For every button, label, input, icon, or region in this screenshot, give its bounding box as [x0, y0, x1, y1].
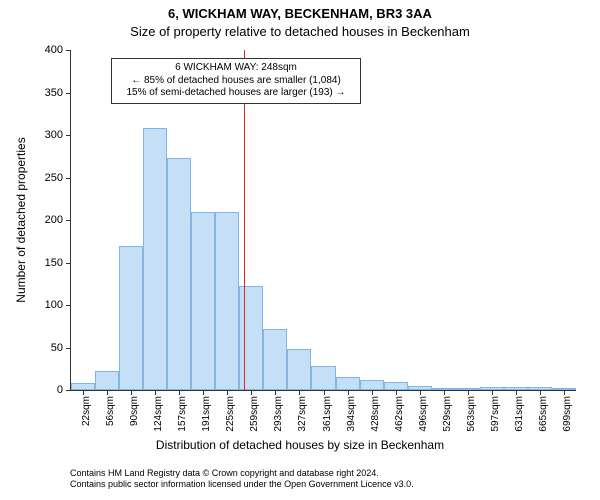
y-tick-label: 400	[45, 44, 71, 56]
x-tick	[107, 390, 108, 395]
annotation-line: ← 85% of detached houses are smaller (1,…	[117, 75, 355, 88]
x-tick	[131, 390, 132, 395]
histogram-bar	[287, 349, 311, 390]
x-tick-label: 597sqm	[490, 396, 501, 432]
y-tick-label: 250	[45, 172, 71, 184]
annotation-line: 15% of semi-detached houses are larger (…	[117, 87, 355, 100]
histogram-bar	[191, 212, 215, 391]
histogram-bar	[167, 158, 191, 390]
x-tick-label: 529sqm	[442, 396, 453, 432]
chart-title: Size of property relative to detached ho…	[0, 24, 600, 39]
page-root: 6, WICKHAM WAY, BECKENHAM, BR3 3AA Size …	[0, 0, 600, 500]
histogram-bar	[360, 380, 384, 390]
x-tick-label: 157sqm	[177, 396, 188, 432]
x-tick-label: 124sqm	[153, 396, 164, 432]
annotation-box: 6 WICKHAM WAY: 248sqm← 85% of detached h…	[111, 58, 361, 104]
x-tick	[227, 390, 228, 395]
x-tick-label: 327sqm	[297, 396, 308, 432]
x-tick-label: 428sqm	[370, 396, 381, 432]
x-tick-label: 699sqm	[562, 396, 573, 432]
x-tick-label: 496sqm	[418, 396, 429, 432]
x-tick	[372, 390, 373, 395]
histogram-bar	[119, 246, 143, 391]
x-tick-label: 631sqm	[514, 396, 525, 432]
footer-line-1: Contains HM Land Registry data © Crown c…	[70, 468, 414, 479]
x-tick-label: 56sqm	[105, 396, 116, 426]
histogram-bar	[143, 128, 167, 390]
x-tick-label: 259sqm	[249, 396, 260, 432]
x-tick	[564, 390, 565, 395]
x-tick	[420, 390, 421, 395]
x-tick	[155, 390, 156, 395]
y-tick-label: 150	[45, 257, 71, 269]
x-tick	[275, 390, 276, 395]
x-tick	[251, 390, 252, 395]
x-tick-label: 361sqm	[322, 396, 333, 432]
y-tick-label: 0	[57, 384, 71, 396]
footer-line-2: Contains public sector information licen…	[70, 479, 414, 490]
x-tick	[299, 390, 300, 395]
annotation-line: 6 WICKHAM WAY: 248sqm	[117, 62, 355, 75]
x-tick	[468, 390, 469, 395]
x-tick	[444, 390, 445, 395]
x-tick-label: 191sqm	[201, 396, 212, 432]
x-tick	[540, 390, 541, 395]
x-tick	[348, 390, 349, 395]
y-tick-label: 50	[51, 342, 71, 354]
histogram-bar	[384, 382, 408, 391]
chart-plot-area: 05010015020025030035040022sqm56sqm90sqm1…	[70, 50, 576, 391]
x-tick-label: 394sqm	[346, 396, 357, 432]
x-tick	[324, 390, 325, 395]
x-tick-label: 293sqm	[273, 396, 284, 432]
x-tick	[516, 390, 517, 395]
x-tick-label: 90sqm	[129, 396, 140, 426]
x-tick	[83, 390, 84, 395]
y-axis-label: Number of detached properties	[14, 137, 28, 302]
y-tick-label: 200	[45, 214, 71, 226]
x-tick-label: 22sqm	[81, 396, 92, 426]
x-axis-label: Distribution of detached houses by size …	[0, 438, 600, 452]
histogram-bar	[311, 366, 335, 390]
x-tick	[396, 390, 397, 395]
x-tick-label: 462sqm	[394, 396, 405, 432]
histogram-bar	[215, 212, 239, 391]
x-tick	[203, 390, 204, 395]
histogram-bar	[95, 371, 119, 390]
histogram-bar	[263, 329, 287, 390]
address-line: 6, WICKHAM WAY, BECKENHAM, BR3 3AA	[0, 6, 600, 21]
y-tick-label: 100	[45, 299, 71, 311]
x-tick-label: 225sqm	[225, 396, 236, 432]
x-tick-label: 665sqm	[538, 396, 549, 432]
x-tick	[492, 390, 493, 395]
histogram-bar	[71, 383, 95, 390]
histogram-bar	[336, 377, 360, 390]
y-tick-label: 350	[45, 87, 71, 99]
attribution-footer: Contains HM Land Registry data © Crown c…	[70, 468, 414, 491]
y-tick-label: 300	[45, 129, 71, 141]
x-tick	[179, 390, 180, 395]
x-tick-label: 563sqm	[466, 396, 477, 432]
